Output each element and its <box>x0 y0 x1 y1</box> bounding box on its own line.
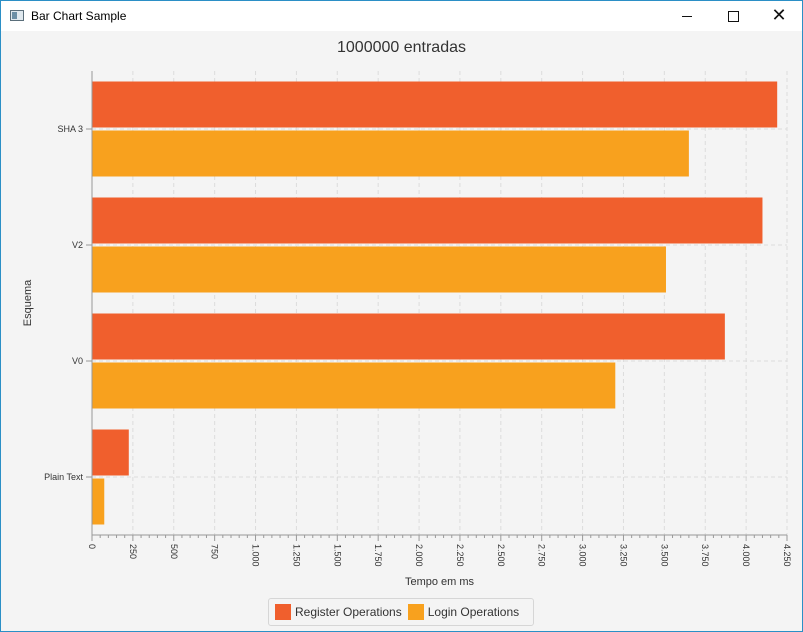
x-tick-label: 3.500 <box>659 544 669 567</box>
bar-register <box>92 197 763 244</box>
close-button[interactable]: ✕ <box>756 1 802 31</box>
x-tick-label: 750 <box>210 544 220 559</box>
bar-login <box>92 362 616 409</box>
bar-register <box>92 313 725 360</box>
bar-login <box>92 246 666 293</box>
x-tick-label: 2.500 <box>496 544 506 567</box>
legend-swatch-login <box>407 604 424 620</box>
x-tick-label: 1.500 <box>332 544 342 567</box>
window-title: Bar Chart Sample <box>31 9 127 23</box>
legend-swatch-register <box>275 604 291 620</box>
x-tick-label: 1.000 <box>251 544 261 567</box>
chart-title: 1000000 entradas <box>337 39 466 56</box>
maximize-icon <box>727 10 739 22</box>
title-bar[interactable]: Bar Chart Sample ✕ <box>1 1 802 31</box>
y-tick-label: Plain Text <box>44 472 83 482</box>
x-tick-label: 500 <box>169 544 179 559</box>
legend-label-register: Register Operations <box>295 605 402 619</box>
legend-label-login: Login Operations <box>427 605 520 619</box>
bar-login <box>92 478 105 525</box>
y-tick-label: V0 <box>72 356 83 366</box>
legend-item-register: Register Operations <box>275 604 402 620</box>
x-tick-label: 2.250 <box>455 544 465 567</box>
x-tick-label: 0 <box>87 544 97 549</box>
x-tick-label: 4.250 <box>782 544 792 567</box>
bar-register <box>92 81 778 128</box>
maximize-button[interactable] <box>710 1 756 31</box>
x-tick-label: 3.750 <box>700 544 710 567</box>
x-tick-label: 3.000 <box>578 544 588 567</box>
chart-legend: Register Operations Login Operations <box>268 598 534 626</box>
bar-chart: 0 250 500 750 1.000 1.250 1.500 1.750 2.000 2.250… <box>22 71 792 588</box>
legend-item-login: Login Operations <box>407 604 520 620</box>
x-axis-title: Tempo em ms <box>405 576 475 588</box>
y-tick-label: V2 <box>72 240 83 250</box>
minimize-button[interactable] <box>664 1 710 31</box>
app-icon <box>10 10 24 21</box>
x-tick-label: 3.250 <box>618 544 628 567</box>
y-axis-title: Esquema <box>22 279 34 326</box>
x-tick-label: 250 <box>128 544 138 559</box>
y-tick-label: SHA 3 <box>57 124 83 134</box>
minimize-icon <box>682 15 692 17</box>
x-tick-label: 2.000 <box>414 544 424 567</box>
x-tick-label: 4.000 <box>741 544 751 567</box>
bar-register <box>92 429 129 476</box>
x-tick-label: 1.250 <box>291 544 301 567</box>
close-icon: ✕ <box>771 5 787 26</box>
bar-login <box>92 130 689 177</box>
x-tick-label: 2.750 <box>537 544 547 567</box>
x-tick-label: 1.750 <box>373 544 383 567</box>
